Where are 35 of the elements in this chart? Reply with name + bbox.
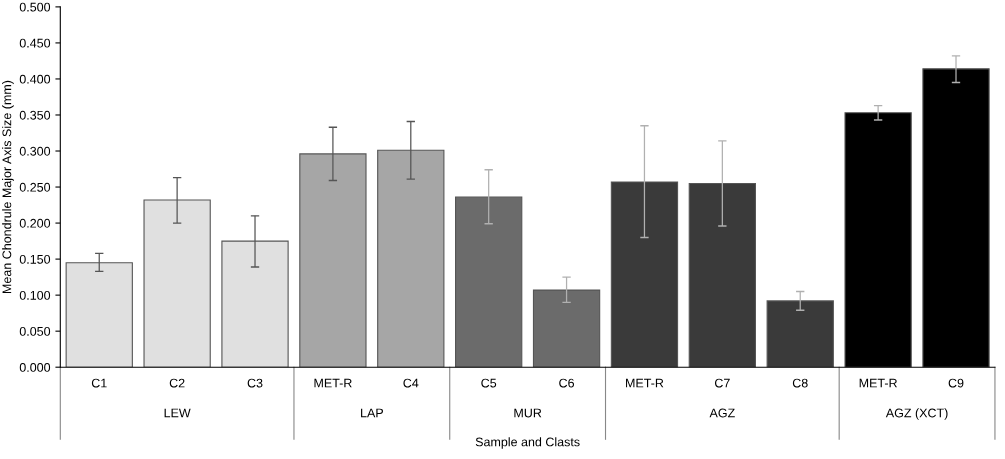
x-tick-label: C6 — [559, 378, 575, 388]
text: LAP — [361, 408, 383, 418]
bar — [532, 289, 601, 368]
text: MUR — [514, 408, 542, 418]
bar — [610, 181, 679, 368]
bar — [766, 300, 834, 368]
y-tick-label: 0.350 — [19, 110, 51, 120]
y-tick-label: 0.100 — [19, 290, 51, 300]
text: AGZ — [709, 408, 735, 418]
x-tick-label: MET-R — [626, 378, 664, 388]
y-tick-label: 0.150 — [19, 254, 51, 264]
y-tick-label: 0.500 — [19, 2, 51, 12]
y-tick-label: 0.400 — [19, 74, 51, 84]
x-tick-label: MET-R — [314, 378, 352, 388]
text: LEW — [164, 408, 191, 418]
x-axis-title: Sample and Clasts — [475, 437, 580, 449]
x-tick-label: C8 — [792, 378, 808, 388]
y-tick-label: 0.250 — [19, 182, 51, 192]
y-tick-label: 0.450 — [19, 38, 51, 48]
bar — [688, 182, 757, 368]
bar — [455, 196, 523, 368]
x-tick-label: MET-R — [859, 378, 897, 388]
y-tick-label: 0.200 — [19, 218, 51, 228]
text: AGZ (XCT) — [885, 408, 948, 420]
x-tick-label: C7 — [714, 378, 730, 388]
x-tick-label: C1 — [91, 378, 107, 388]
x-tick-label: C2 — [169, 378, 185, 388]
x-tick-label: C4 — [403, 378, 419, 388]
y-axis-title: Mean Chondrule Major Axis Size (mm) — [2, 80, 14, 293]
x-tick-label: C3 — [247, 378, 263, 388]
y-tick-label: 0.000 — [19, 363, 51, 372]
y-tick-label: 0.050 — [19, 326, 51, 336]
y-tick-label: 0.300 — [19, 146, 51, 156]
x-tick-label: C9 — [948, 378, 964, 388]
x-tick-label: C5 — [481, 378, 497, 388]
